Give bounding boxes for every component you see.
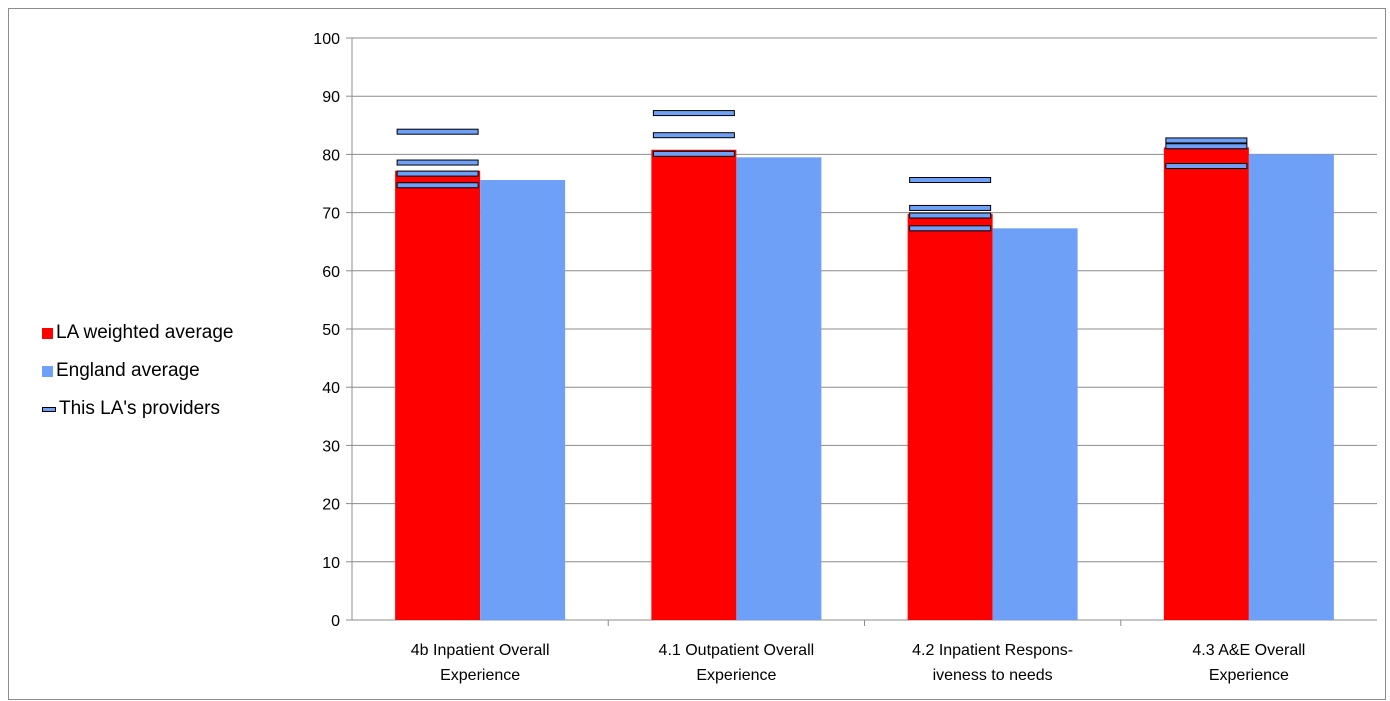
provider-marker	[1165, 137, 1248, 144]
y-tick-label: 80	[322, 147, 340, 164]
y-tick-label: 40	[322, 380, 340, 397]
bar-england-average	[480, 180, 566, 620]
y-tick-label: 100	[313, 31, 340, 48]
legend: LA weighted average England average This…	[42, 314, 233, 428]
x-category-label: Experience	[1209, 667, 1289, 684]
legend-swatch-la	[42, 327, 53, 339]
chart-plot: 0 10 20 30 40 50 60 70 80 90 100 4b Inpatient Overa…	[313, 31, 1377, 684]
bar-la-average	[395, 170, 481, 621]
y-tick-label: 50	[322, 322, 340, 339]
x-category-label: Experience	[440, 667, 520, 684]
provider-marker	[652, 150, 735, 157]
x-category-label: Experience	[696, 667, 776, 684]
legend-label-la: LA weighted average	[56, 322, 234, 343]
legend-item-la: LA weighted average	[42, 314, 233, 352]
legend-swatch-england	[42, 365, 53, 377]
y-tick-label: 30	[322, 438, 340, 455]
provider-marker	[652, 132, 735, 139]
provider-marker	[652, 110, 735, 117]
bar-la-average	[1163, 147, 1249, 620]
y-tick-label: 20	[322, 497, 340, 514]
x-category-label: 4b Inpatient Overall	[411, 642, 550, 659]
provider-marker	[396, 159, 479, 166]
bar-england-average	[1248, 154, 1334, 620]
provider-marker	[909, 225, 992, 232]
x-category-label: 4.3 A&E Overall	[1192, 642, 1305, 659]
bar-la-average	[651, 149, 737, 620]
provider-marker	[1165, 163, 1248, 170]
legend-label-providers: This LA's providers	[59, 398, 220, 419]
y-tick-label: 10	[322, 555, 340, 572]
provider-marker	[909, 177, 992, 184]
provider-marker	[909, 204, 992, 211]
provider-marker	[396, 170, 479, 177]
y-tick-label: 70	[322, 206, 340, 223]
provider-marker	[1165, 143, 1248, 150]
y-tick-label: 0	[331, 613, 340, 630]
provider-marker	[396, 128, 479, 135]
chart-frame: 0 10 20 30 40 50 60 70 80 90 100 4b Inpatient Overa…	[8, 8, 1386, 700]
legend-item-england: England average	[42, 352, 233, 390]
legend-label-england: England average	[56, 360, 200, 381]
x-category-label: 4.2 Inpatient Respons-	[912, 642, 1073, 659]
y-tick-label: 60	[322, 264, 340, 281]
legend-item-providers: This LA's providers	[42, 390, 233, 428]
provider-marker	[396, 182, 479, 189]
bar-la-average	[907, 213, 993, 620]
bar-england-average	[992, 228, 1078, 620]
bar-england-average	[736, 157, 822, 620]
y-tick-label: 90	[322, 89, 340, 106]
x-category-label: iveness to needs	[933, 667, 1053, 684]
x-category-label: 4.1 Outpatient Overall	[659, 642, 815, 659]
provider-marker	[909, 212, 992, 219]
legend-swatch-providers	[42, 406, 56, 412]
